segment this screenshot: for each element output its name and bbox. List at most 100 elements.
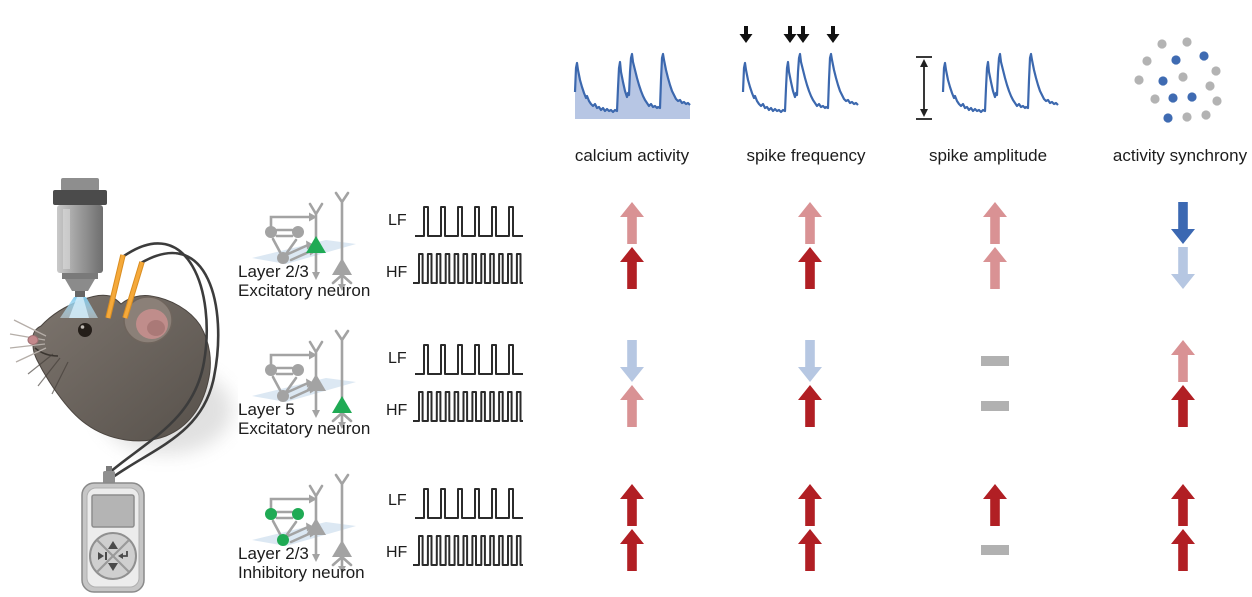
neuron-circuit-layer5-excitatory bbox=[244, 328, 384, 440]
layer23-pyramidal-soma bbox=[306, 236, 326, 253]
row-label-3-line1: Layer 2/3 bbox=[238, 544, 309, 563]
interneuron-soma bbox=[265, 364, 277, 376]
effect-hf-r2c2-up-darkred bbox=[798, 385, 822, 427]
trace-line bbox=[573, 52, 691, 114]
mouse-mouth-line bbox=[34, 347, 59, 357]
lf-pulse-train-row2 bbox=[414, 342, 524, 376]
up-arrow-icon bbox=[983, 484, 1007, 526]
row-label-3-line2: Inhibitory neuron bbox=[238, 563, 365, 582]
dpad-up-icon bbox=[108, 541, 118, 549]
interneuron-soma bbox=[277, 252, 289, 264]
row-label-3: Layer 2/3 Inhibitory neuron bbox=[238, 544, 365, 582]
row-label-1: Layer 2/3 Excitatory neuron bbox=[238, 262, 370, 300]
synchrony-dot-gray bbox=[1211, 66, 1221, 76]
no-change-dash-icon bbox=[981, 401, 1009, 411]
synchrony-dot-blue bbox=[1187, 92, 1197, 102]
layer5-pyramidal-soma bbox=[332, 396, 352, 413]
effect-lf-r3c3-up-darkred bbox=[983, 484, 1007, 526]
up-arrow-icon bbox=[798, 484, 822, 526]
amplitude-scale-bar bbox=[916, 56, 932, 120]
layer5-pyramidal-neuron bbox=[331, 329, 353, 425]
electrodes bbox=[105, 254, 145, 319]
axon-arrowhead bbox=[312, 554, 320, 562]
effect-hf-r2c3-no-change bbox=[981, 385, 1009, 427]
up-arrow-icon bbox=[620, 484, 644, 526]
synchrony-dot-gray bbox=[1150, 94, 1160, 104]
column-label-activity-synchrony: activity synchrony bbox=[1112, 146, 1248, 165]
effect-hf-r1c1-up-darkred bbox=[620, 247, 644, 289]
device-dpad bbox=[89, 532, 137, 580]
spike-marker-down-arrow-icon bbox=[796, 26, 810, 43]
mouse-eye-highlight bbox=[80, 325, 85, 329]
effect-lf-r2c3-no-change bbox=[981, 340, 1009, 382]
no-change-dash-icon bbox=[981, 356, 1009, 366]
hf-pulse-train-row1 bbox=[412, 251, 524, 285]
interneuron-soma bbox=[277, 534, 289, 546]
down-arrow-icon bbox=[620, 340, 644, 382]
spike-frequency-trace-icon bbox=[736, 26, 866, 130]
synchrony-dot-gray bbox=[1201, 110, 1211, 120]
axon-arrowhead bbox=[312, 410, 320, 418]
synchrony-dot-blue bbox=[1168, 93, 1178, 103]
no-change-dash-icon bbox=[981, 545, 1009, 555]
synchrony-dot-gray bbox=[1182, 112, 1192, 122]
stimulator-wires bbox=[107, 242, 220, 479]
up-arrow-icon bbox=[620, 202, 644, 244]
synchrony-dot-blue bbox=[1163, 113, 1173, 123]
row-label-2-line2: Excitatory neuron bbox=[238, 419, 371, 438]
layer5-pyramidal-neuron bbox=[331, 473, 353, 569]
synchrony-dot-gray bbox=[1157, 39, 1167, 49]
down-arrow-icon bbox=[1171, 202, 1195, 244]
up-arrow-icon bbox=[620, 247, 644, 289]
effect-hf-r3c3-no-change bbox=[981, 529, 1009, 571]
trace-line bbox=[941, 52, 1059, 114]
spike-marker-down-arrow-icon bbox=[739, 26, 753, 43]
up-arrow-icon bbox=[798, 247, 822, 289]
mouse-whiskers bbox=[9, 319, 47, 363]
up-arrow-icon bbox=[1171, 484, 1195, 526]
layer23-pyramidal-soma bbox=[306, 374, 326, 391]
spike-marker-down-arrow-icon bbox=[826, 26, 840, 43]
row-label-1-line2: Excitatory neuron bbox=[238, 281, 371, 300]
down-arrow-icon bbox=[798, 340, 822, 382]
experimental-setup-illustration bbox=[9, 178, 232, 593]
synapse-arrowhead bbox=[306, 378, 314, 388]
synapse-arrowhead bbox=[309, 212, 317, 222]
connector-nub bbox=[106, 466, 112, 472]
effect-hf-r1c4-down-lightblue bbox=[1171, 247, 1195, 289]
mouse-cheek-whiskers bbox=[27, 353, 69, 395]
up-arrow-icon bbox=[620, 385, 644, 427]
synchrony-dot-gray bbox=[1182, 37, 1192, 47]
row-label-1-line1: Layer 2/3 bbox=[238, 262, 309, 281]
scale-bar-bottom-arrowhead bbox=[920, 109, 928, 117]
lf-pulse-train-row1 bbox=[414, 204, 524, 238]
mouse-head bbox=[9, 294, 211, 442]
effect-lf-r1c4-down-darkblue bbox=[1171, 202, 1195, 244]
stimulator-device bbox=[81, 466, 145, 593]
synchrony-dot-gray bbox=[1212, 96, 1222, 106]
effect-hf-r1c3-up-pink bbox=[983, 247, 1007, 289]
interneuron-soma bbox=[292, 364, 304, 376]
lf-pulse-train-row3 bbox=[414, 486, 524, 520]
connector bbox=[103, 471, 115, 485]
synchrony-dot-blue bbox=[1158, 76, 1168, 86]
interneuron-soma bbox=[265, 508, 277, 520]
effect-hf-r1c2-up-darkred bbox=[798, 247, 822, 289]
hf-label-row2: HF bbox=[386, 402, 408, 419]
synapse-arrowhead bbox=[309, 350, 317, 360]
row-label-2-line1: Layer 5 bbox=[238, 400, 295, 419]
lf-label-row2: LF bbox=[388, 350, 407, 367]
spike-amplitude-trace-icon bbox=[908, 48, 1060, 128]
synchrony-dot-gray bbox=[1134, 75, 1144, 85]
up-arrow-icon bbox=[1171, 340, 1195, 382]
imaging-plane bbox=[252, 522, 356, 546]
imaging-plane bbox=[252, 378, 356, 402]
axon-arrowhead bbox=[312, 272, 320, 280]
hf-label-row3: HF bbox=[386, 544, 408, 561]
effect-lf-r1c3-up-pink bbox=[983, 202, 1007, 244]
up-arrow-icon bbox=[798, 529, 822, 571]
neuron-circuit-layer23-excitatory bbox=[244, 190, 384, 302]
synchrony-dot-gray bbox=[1205, 81, 1215, 91]
mouse-ear bbox=[123, 296, 173, 344]
effect-hf-r3c4-up-darkred bbox=[1171, 529, 1195, 571]
